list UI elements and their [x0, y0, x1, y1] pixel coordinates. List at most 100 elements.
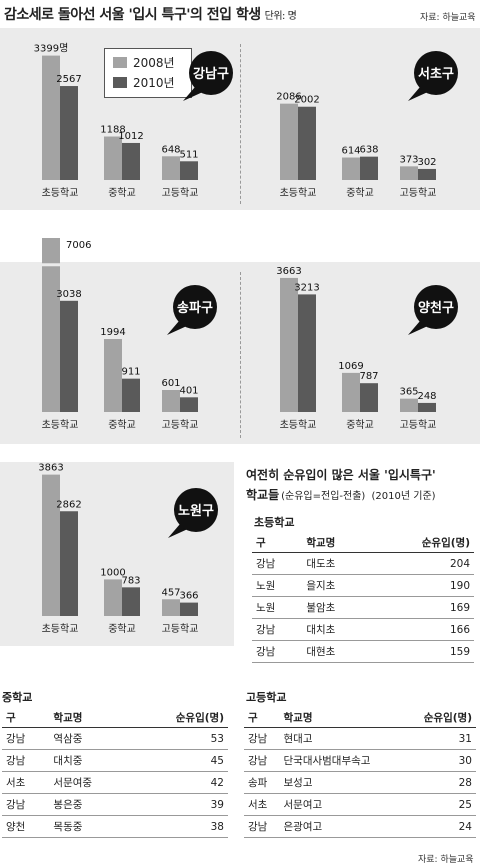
- cell-gu: 강남: [2, 727, 50, 750]
- cell-school: 현대고: [279, 727, 403, 750]
- speech-bubble: [173, 285, 217, 329]
- tables-subtitle: (순유입=전입-전출): [281, 491, 366, 502]
- legend: 2008년 2010년: [104, 48, 192, 98]
- cell-gu: 서초: [2, 771, 50, 794]
- category-label: 고등학교: [400, 419, 437, 431]
- bar-고등학교-2008년: [162, 390, 180, 412]
- category-label: 중학교: [346, 419, 374, 431]
- bar-중학교-2008년: [104, 136, 122, 180]
- col-net: 순유입(명): [370, 533, 474, 553]
- category-label: 초등학교: [280, 419, 317, 431]
- cell-school: 을지초: [302, 574, 371, 597]
- category-label: 고등학교: [162, 419, 199, 431]
- tables-title: 여전히 순유입이 많은 서울 '입시특구' 학교들 (순유입=전입-전출) (20…: [246, 466, 436, 503]
- cell-net: 169: [370, 596, 474, 619]
- cell-school: 서문여중: [49, 771, 131, 794]
- cell-net: 45: [130, 749, 228, 772]
- cell-gu: 노원: [252, 574, 303, 597]
- col-school: 학교명: [49, 708, 131, 728]
- cell-gu: 강남: [2, 793, 50, 816]
- district-label: 노원구: [178, 504, 214, 519]
- cell-gu: 강남: [252, 552, 303, 575]
- table-row: 서초 서문여중 42: [2, 771, 228, 794]
- category-label: 중학교: [108, 623, 136, 635]
- category-label: 고등학교: [400, 187, 437, 199]
- bar-초등학교-2010년: [298, 106, 316, 180]
- cell-net: 28: [402, 771, 476, 794]
- value-label: 783: [121, 575, 140, 586]
- cell-gu: 강남: [244, 749, 280, 772]
- title-text: 감소세로 돌아선 서울 '입시 특구'의 전입 학생: [4, 7, 261, 23]
- table-row: 노원 을지초 190: [252, 574, 474, 597]
- bar-중학교-2010년: [122, 142, 140, 180]
- value-label: 1000: [100, 567, 125, 578]
- cell-net: 31: [402, 727, 476, 750]
- elementary-title: 초등학교: [254, 516, 295, 529]
- table-row: 강남 대도초 204: [252, 552, 474, 575]
- cell-school: 역삼중: [49, 727, 131, 750]
- table-row: 서초 서문여고 25: [244, 793, 476, 816]
- table-row: 강남 대치중 45: [2, 749, 228, 772]
- table-row: 노원 불암초 169: [252, 596, 474, 619]
- bar-고등학교-2008년: [400, 398, 418, 412]
- bar-고등학교-2008년: [162, 156, 180, 180]
- legend-label-2010: 2010년: [133, 76, 175, 90]
- value-label: 601: [161, 378, 180, 389]
- cell-school: 단국대사범대부속고: [279, 749, 403, 772]
- source-top: 자료: 하늘교육: [420, 13, 476, 23]
- tables-basis: (2010년 기준): [371, 491, 436, 502]
- divider-row2: [240, 272, 241, 438]
- value-label: 248: [417, 391, 436, 402]
- value-label: 7006: [66, 240, 91, 251]
- category-label: 중학교: [346, 187, 374, 199]
- table-row: 강남 은광여고 24: [244, 815, 476, 838]
- cell-school: 불암초: [302, 596, 371, 619]
- table-row: 강남 대치초 166: [252, 618, 474, 641]
- bar-초등학교-2008년: [42, 55, 60, 180]
- cell-net: 38: [130, 815, 228, 838]
- bar-중학교-2008년: [104, 579, 122, 616]
- col-gu: 구: [252, 533, 303, 553]
- district-label: 서초구: [418, 67, 454, 82]
- tables-title-line1: 여전히 순유입이 많은 서울 '입시특구': [246, 468, 436, 482]
- bar-고등학교-2008년: [400, 166, 418, 180]
- bar-초등학교-2008년: [280, 103, 298, 180]
- cell-net: 159: [370, 640, 474, 663]
- high-title: 고등학교: [246, 691, 287, 704]
- table-row: 강남 봉은중 39: [2, 793, 228, 816]
- cell-net: 30: [402, 749, 476, 772]
- category-label: 고등학교: [162, 187, 199, 199]
- cell-net: 39: [130, 793, 228, 816]
- table-row: 송파 보성고 28: [244, 771, 476, 794]
- col-school: 학교명: [279, 708, 403, 728]
- cell-school: 대치초: [302, 618, 371, 641]
- axis-break: [41, 263, 61, 267]
- col-gu: 구: [244, 708, 280, 728]
- middle-title: 중학교: [2, 691, 33, 704]
- category-label: 초등학교: [42, 187, 79, 199]
- value-label: 2086: [276, 92, 301, 103]
- unit-label: 단위: 명: [264, 11, 297, 22]
- value-label: 787: [359, 371, 378, 382]
- bar-고등학교-2010년: [180, 161, 198, 180]
- category-label: 초등학교: [280, 187, 317, 199]
- bar-초등학교-2010년: [60, 300, 78, 412]
- bar-중학교-2008년: [342, 372, 360, 412]
- value-label: 3038: [56, 289, 81, 300]
- value-label: 638: [359, 145, 378, 156]
- bar-고등학교-2010년: [418, 402, 436, 412]
- bar-고등학교-2010년: [418, 168, 436, 180]
- cell-school: 봉은중: [49, 793, 131, 816]
- value-label: 1012: [118, 131, 143, 142]
- table-row: 강남 현대고 31: [244, 727, 476, 750]
- cell-school: 목동중: [49, 815, 131, 838]
- bar-고등학교-2010년: [180, 602, 198, 616]
- middle-table: 구 학교명 순유입(명) 강남 역삼중 53 강남 대치중 45 서초 서문여중 42 강남 봉은중…: [2, 708, 228, 838]
- bar-중학교-2010년: [360, 383, 378, 412]
- col-gu: 구: [2, 708, 50, 728]
- category-label: 중학교: [108, 419, 136, 431]
- bar-중학교-2010년: [122, 587, 140, 616]
